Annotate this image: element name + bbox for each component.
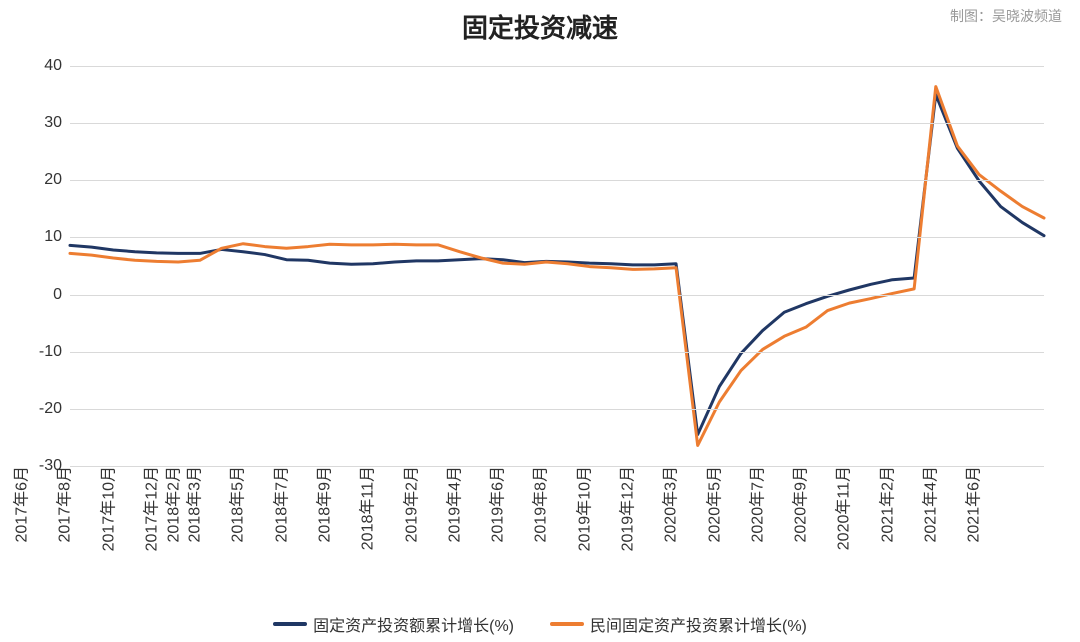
y-tick-label: 20 [18,171,62,189]
gridline [70,66,1044,67]
y-tick-label: -10 [18,343,62,361]
y-tick-label: 10 [18,228,62,246]
legend-item: 民间固定资产投资累计增长(%) [550,612,807,636]
credit-text: 制图：吴晓波频道 [950,6,1062,26]
gridline [70,123,1044,124]
legend-swatch [550,622,584,626]
plot-area [70,66,1044,466]
gridline [70,180,1044,181]
chart-title: 固定投资减速 [18,8,1062,45]
y-tick-label: 0 [18,286,62,304]
gridline [70,352,1044,353]
x-tick-label: 2021年6月 [960,466,1080,543]
chart-container: 制图：吴晓波频道 固定投资减速 -30-20-10010203040 2017年… [0,0,1080,642]
legend-item: 固定资产投资额累计增长(%) [273,612,514,636]
line-series-svg [70,66,1044,466]
legend-label: 固定资产投资额累计增长(%) [313,612,514,636]
series-line [70,95,1044,435]
y-tick-label: -20 [18,400,62,418]
y-tick-label: 40 [18,57,62,75]
legend: 固定资产投资额累计增长(%) 民间固定资产投资累计增长(%) [0,612,1080,636]
chart-area: -30-20-10010203040 [18,66,1044,466]
gridline [70,237,1044,238]
y-tick-label: 30 [18,114,62,132]
series-line [70,87,1044,446]
legend-label: 民间固定资产投资累计增长(%) [590,612,807,636]
legend-swatch [273,622,307,626]
x-axis-labels: 2017年6月2017年8月2017年10月2017年12月2018年2月201… [70,466,1044,591]
gridline [70,295,1044,296]
gridline [70,409,1044,410]
